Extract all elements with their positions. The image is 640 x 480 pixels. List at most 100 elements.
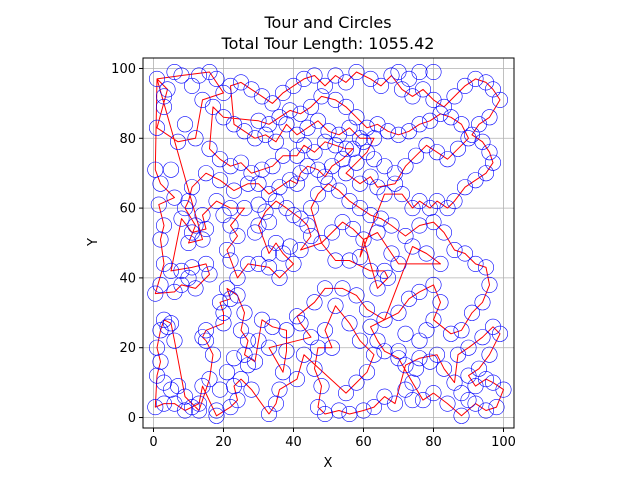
city-circle	[212, 172, 229, 189]
city-circle	[208, 402, 225, 419]
city-circle	[337, 140, 354, 157]
city-circle	[400, 70, 417, 87]
city-circle	[474, 294, 491, 311]
city-circle	[495, 381, 512, 398]
city-circle	[180, 193, 197, 210]
city-circle	[467, 70, 484, 87]
city-circle	[393, 186, 410, 203]
city-circle	[362, 70, 379, 87]
city-circle	[194, 207, 211, 224]
city-circle	[376, 388, 393, 405]
city-circle	[404, 392, 421, 409]
city-circle	[264, 158, 281, 175]
axis-ticks: 0 20 40 60 80 100 0 20 40 60 80 100	[111, 62, 516, 450]
chart-subtitle: Total Tour Length: 1055.42	[221, 34, 435, 53]
city-circle	[243, 381, 260, 398]
city-circle	[201, 64, 218, 81]
city-circle	[376, 343, 393, 360]
city-circle	[198, 221, 215, 238]
city-circle	[159, 81, 176, 98]
city-circle	[306, 67, 323, 84]
city-circle	[215, 315, 232, 332]
city-circle	[281, 238, 298, 255]
city-circle	[299, 217, 316, 234]
city-circle	[260, 214, 277, 231]
city-circle	[446, 88, 463, 105]
city-circle	[390, 304, 407, 321]
city-circle	[316, 280, 333, 297]
city-circle	[327, 137, 344, 154]
x-tick-label: 0	[149, 435, 157, 450]
city-circle	[288, 371, 305, 388]
city-circle	[355, 402, 372, 419]
city-circle	[320, 123, 337, 140]
city-circle	[236, 304, 253, 321]
city-circle	[247, 224, 264, 241]
city-circle	[369, 179, 386, 196]
city-circle	[205, 346, 222, 363]
city-circle	[150, 196, 167, 213]
city-circle	[156, 217, 173, 234]
city-circle	[467, 395, 484, 412]
city-circle	[470, 116, 487, 133]
city-circle	[208, 70, 225, 87]
city-circle	[163, 161, 180, 178]
city-circle	[166, 283, 183, 300]
city-circle	[337, 385, 354, 402]
city-circle	[306, 144, 323, 161]
city-circle	[390, 126, 407, 143]
city-circle	[404, 200, 421, 217]
city-circle	[229, 287, 246, 304]
city-circle	[177, 402, 194, 419]
city-circle	[212, 151, 229, 168]
city-circle	[250, 175, 267, 192]
city-circle	[281, 172, 298, 189]
city-circle	[348, 154, 365, 171]
city-circle	[240, 255, 257, 272]
city-circle	[376, 186, 393, 203]
city-circle	[446, 242, 463, 259]
city-circle	[365, 151, 382, 168]
city-circle	[313, 378, 330, 395]
city-circle	[201, 266, 218, 283]
city-circle	[327, 252, 344, 269]
city-circle	[278, 200, 295, 217]
city-circle	[425, 276, 442, 293]
y-tick-label: 0	[128, 411, 136, 426]
city-circle	[421, 353, 438, 370]
city-circle	[198, 332, 215, 349]
x-tick-label: 80	[425, 435, 442, 450]
city-circle	[376, 311, 393, 328]
city-circle	[477, 259, 494, 276]
city-circle	[163, 315, 180, 332]
city-circle	[435, 360, 452, 377]
city-circle	[355, 133, 372, 150]
city-circle	[460, 392, 477, 409]
city-circle	[446, 193, 463, 210]
city-circle	[274, 147, 291, 164]
city-circle	[147, 161, 164, 178]
city-circle	[414, 81, 431, 98]
x-axis-label: X	[324, 456, 333, 471]
city-circle	[166, 189, 183, 206]
x-tick-label: 100	[491, 435, 516, 450]
city-circle	[442, 325, 459, 342]
city-circle	[274, 84, 291, 101]
city-circle	[257, 203, 274, 220]
city-circle	[295, 346, 312, 363]
city-circle	[215, 207, 232, 224]
city-circle	[309, 339, 326, 356]
city-circle	[365, 346, 382, 363]
city-circle	[147, 399, 164, 416]
city-circle	[334, 151, 351, 168]
city-circle	[236, 200, 253, 217]
y-tick-label: 60	[119, 202, 136, 217]
city-circle	[407, 360, 424, 377]
city-circle	[212, 381, 229, 398]
city-circle	[219, 364, 236, 381]
city-circle	[358, 301, 375, 318]
city-circle	[194, 231, 211, 248]
city-circle	[299, 158, 316, 175]
city-circle	[418, 322, 435, 339]
city-circle	[233, 154, 250, 171]
